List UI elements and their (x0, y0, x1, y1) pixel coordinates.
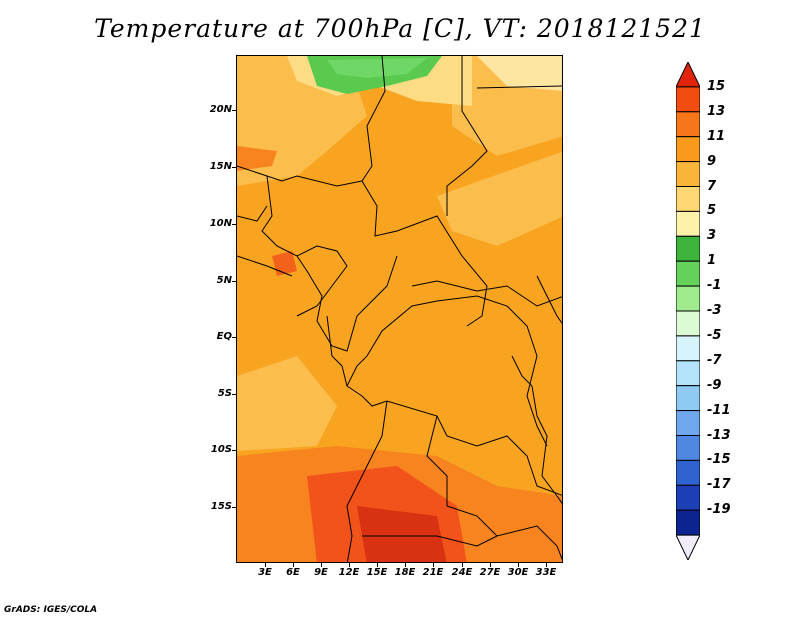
lat-label-15n: 15N (209, 161, 232, 172)
colorbar-box (676, 136, 700, 163)
colorbar-box (676, 86, 700, 113)
colorbar-box (676, 335, 700, 362)
lon-tick (405, 563, 406, 567)
lat-label-eq: EQ (216, 331, 232, 342)
lon-tick (293, 563, 294, 567)
colorbar-box (676, 385, 700, 412)
zone-5-7-northeast (477, 56, 562, 91)
zone-warm-spot-gulf (272, 251, 297, 276)
lat-tick (232, 507, 236, 508)
lon-tick (377, 563, 378, 567)
colorbar-label: -9 (707, 377, 722, 393)
colorbar-label: 13 (707, 103, 726, 119)
colorbar-label: 5 (707, 203, 717, 219)
lon-label-12e: 12E (338, 567, 360, 578)
country-borders (237, 56, 562, 562)
colorbar-label: -7 (707, 352, 722, 368)
colorbar-box (676, 484, 700, 511)
lon-label-6e: 6E (286, 567, 300, 578)
lat-label-15s: 15S (210, 501, 232, 512)
colorbar-box (676, 509, 700, 536)
lat-tick (232, 167, 236, 168)
lon-label-18e: 18E (394, 567, 416, 578)
lon-tick (433, 563, 434, 567)
lon-tick (321, 563, 322, 567)
colorbar-box (676, 210, 700, 237)
lon-label-27e: 27E (479, 567, 501, 578)
colorbar-box (676, 285, 700, 312)
colorbar-box (676, 459, 700, 486)
lat-label-5n: 5N (216, 275, 232, 286)
lat-tick (232, 450, 236, 451)
lon-tick (265, 563, 266, 567)
lat-label-10n: 10N (209, 218, 232, 229)
colorbar-box (676, 186, 700, 212)
lat-tick (232, 337, 236, 338)
lon-label-9e: 9E (314, 567, 328, 578)
lon-tick (546, 563, 547, 567)
lat-label-5s: 5S (217, 388, 232, 399)
colorbar-box (676, 235, 700, 262)
colorbar-top-arrow (676, 62, 700, 88)
lat-tick (232, 224, 236, 225)
lon-tick (518, 563, 519, 567)
colorbar-label: -11 (707, 402, 731, 418)
colorbar-box (676, 260, 700, 287)
lon-label-21e: 21E (422, 567, 444, 578)
colorbar-label: -17 (707, 477, 731, 493)
colorbar-box (676, 310, 700, 337)
zone-15-hot-core (357, 506, 447, 562)
lat-label-10s: 10S (210, 444, 232, 455)
colorbar-box (676, 360, 700, 387)
lat-tick (232, 281, 236, 282)
colorbar (676, 62, 700, 560)
colorbar-label: -13 (707, 427, 731, 443)
colorbar-label: -1 (707, 278, 722, 294)
lon-label-15e: 15E (366, 567, 388, 578)
colorbar-label: 15 (707, 78, 726, 94)
lat-label-20n: 20N (209, 104, 232, 115)
colorbar-box (676, 410, 700, 437)
colorbar-label: 11 (707, 128, 726, 144)
colorbar-box (676, 161, 700, 187)
zone-7-9-west (237, 356, 337, 451)
zone-7-9-east (437, 151, 562, 246)
lat-tick (232, 394, 236, 395)
zone-warm-spot-west (237, 146, 277, 171)
lon-label-3e: 3E (258, 567, 272, 578)
colorbar-label: -5 (707, 327, 722, 343)
colorbar-label: -3 (707, 303, 722, 318)
colorbar-label: -15 (707, 452, 731, 468)
colorbar-label: 3 (707, 228, 717, 244)
grads-credit: GrADS: IGES/COLA (4, 605, 98, 615)
lon-tick (490, 563, 491, 567)
colorbar-label: 1 (707, 253, 717, 269)
lon-label-33e: 33E (535, 567, 557, 578)
colorbar-bottom-arrow (676, 534, 700, 560)
colorbar-label: -19 (707, 502, 731, 518)
lon-label-30e: 30E (507, 567, 529, 578)
lon-label-24e: 24E (451, 567, 473, 578)
lat-tick (232, 110, 236, 111)
colorbar-label: 7 (707, 178, 717, 194)
colorbar-label: 9 (707, 153, 717, 169)
colorbar-box (676, 435, 700, 461)
temperature-map (236, 55, 563, 563)
zone-cold-lightgreen (327, 58, 427, 78)
lon-tick (462, 563, 463, 567)
colorbar-box (676, 111, 700, 138)
lon-tick (349, 563, 350, 567)
map-title: Temperature at 700hPa [C], VT: 201812152… (94, 14, 706, 43)
